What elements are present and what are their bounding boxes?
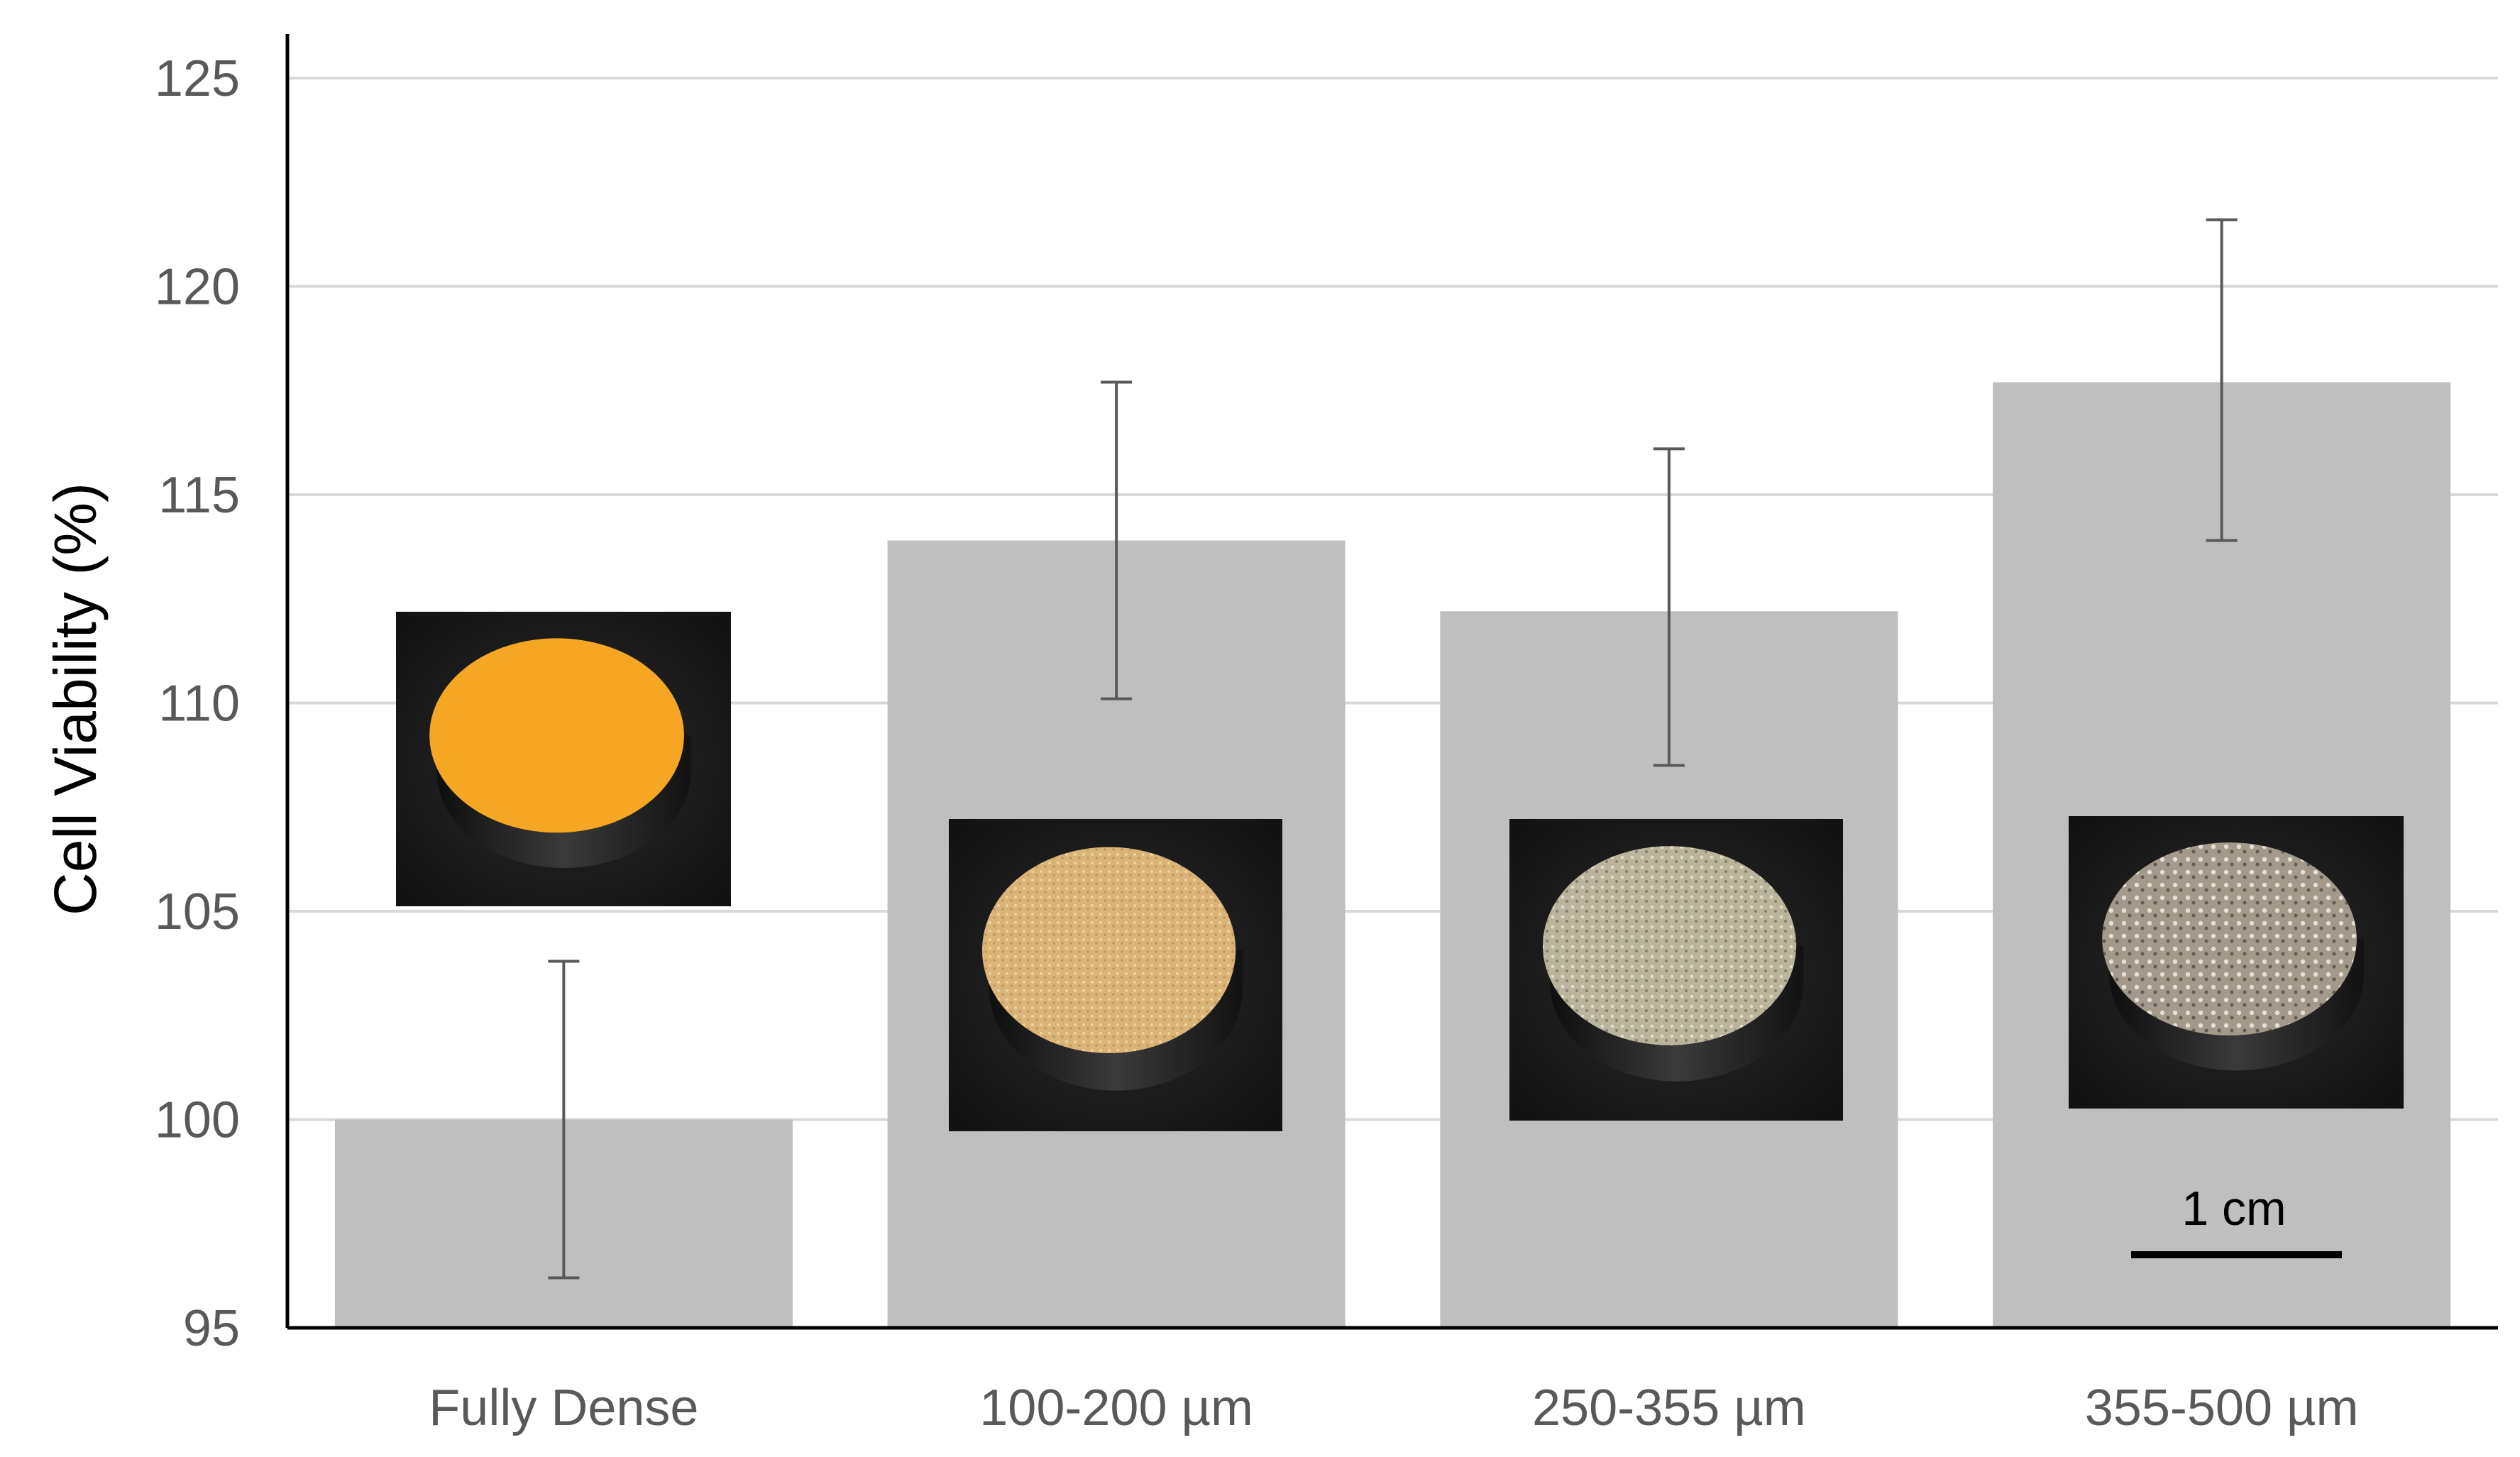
y-tick-label: 125 — [155, 50, 240, 107]
sample-photo — [1509, 819, 1843, 1121]
y-tick-label: 110 — [158, 676, 240, 732]
y-tick-label: 95 — [183, 1300, 240, 1357]
error-bars — [548, 218, 2238, 1280]
sample-photo — [396, 612, 731, 906]
disc-texture — [2102, 842, 2357, 1036]
disc-texture — [982, 847, 1236, 1054]
sample-photo — [949, 819, 1282, 1131]
y-axis-title: Cell Viability (%) — [42, 483, 109, 916]
y-tick-labels: 95 100 105 110 115 120 125 — [155, 50, 240, 1357]
sample-photos — [396, 612, 2404, 1131]
x-tick-labels: Fully Dense 100-200 µm 250-355 µm 355-500 µ… — [429, 1380, 2358, 1436]
y-tick-label: 100 — [155, 1092, 240, 1149]
axes — [285, 34, 2498, 1330]
y-tick-label: 120 — [155, 259, 240, 316]
y-tick-label: 105 — [155, 884, 240, 940]
x-tick-label: 250-355 µm — [1532, 1380, 1806, 1436]
x-tick-label: 100-200 µm — [979, 1380, 1253, 1436]
scale-bar-label: 1 cm — [2181, 1182, 2286, 1236]
x-tick-label: 355-500 µm — [2085, 1380, 2359, 1436]
scale-bar: 1 cm — [2131, 1182, 2342, 1258]
disc-texture — [1543, 846, 1797, 1045]
y-tick-label: 115 — [158, 467, 240, 524]
x-tick-label: Fully Dense — [429, 1380, 698, 1436]
sample-photo — [2069, 816, 2404, 1109]
disc-texture — [429, 638, 684, 833]
